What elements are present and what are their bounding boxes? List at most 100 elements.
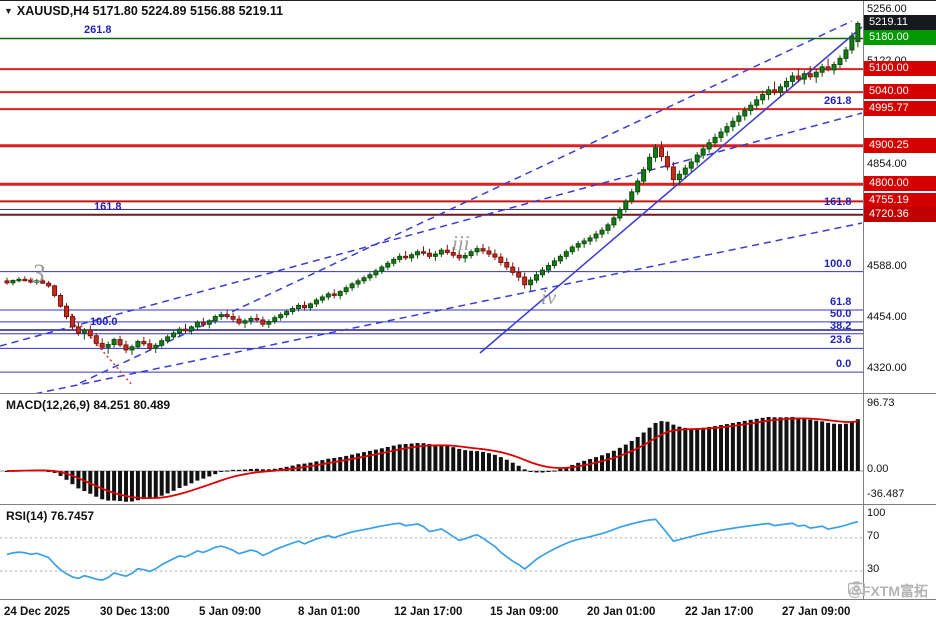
macd-histogram-bar <box>457 448 462 471</box>
macd-histogram-bar <box>671 424 676 471</box>
wave-label: iii <box>452 231 470 255</box>
trend-line[interactable] <box>0 112 863 347</box>
macd-histogram-bar <box>177 471 182 488</box>
broker-watermark: @FXTM富拓 <box>848 581 928 601</box>
fib-level-label[interactable]: 61.8 <box>830 296 852 309</box>
trend-line[interactable] <box>79 20 853 384</box>
fib-level-label[interactable]: 100.0 <box>90 315 118 328</box>
fib-level-label[interactable]: 100.0 <box>824 257 852 270</box>
macd-histogram-bar <box>629 441 634 471</box>
fib-level-label[interactable]: 0.0 <box>836 358 852 371</box>
macd-histogram-bar <box>475 451 480 471</box>
collapse-icon[interactable]: ▼ <box>4 6 13 16</box>
rsi-panel-layer[interactable] <box>0 518 863 581</box>
macd-histogram-bar <box>552 470 557 472</box>
macd-histogram-bar <box>183 471 188 486</box>
macd-signal-line <box>6 417 858 500</box>
time-axis-label: 24 Dec 2025 <box>4 606 70 618</box>
macd-histogram-bar <box>379 448 384 471</box>
macd-histogram-bar <box>260 469 265 471</box>
macd-histogram-bar <box>689 428 694 471</box>
fib-level-label[interactable]: 261.8 <box>84 24 112 37</box>
macd-histogram-bar <box>463 450 468 471</box>
price-scale-tick: 5256.00 <box>867 2 933 17</box>
macd-histogram-bar <box>522 469 527 471</box>
macd-histogram-bar <box>683 427 688 471</box>
macd-histogram-bar <box>594 457 599 471</box>
macd-histogram-bar <box>808 419 813 471</box>
macd-histogram-bar <box>415 443 420 471</box>
macd-histogram-bar <box>201 471 206 479</box>
price-scale-tick: 4320.00 <box>867 361 933 376</box>
macd-scale-value: -36.487 <box>867 488 905 500</box>
candles-layer <box>4 21 861 355</box>
macd-histogram-bar <box>736 421 741 471</box>
macd-histogram-bar <box>510 462 515 471</box>
time-axis-label: 5 Jan 09:00 <box>199 606 262 618</box>
macd-histogram-bar <box>112 471 117 501</box>
macd-histogram-bar <box>338 457 343 471</box>
macd-histogram-bar <box>790 416 795 471</box>
macd-histogram-bar <box>564 467 569 471</box>
macd-histogram-bar <box>367 450 372 471</box>
macd-histogram-bar <box>159 471 164 496</box>
fib-level-label[interactable]: 161.8 <box>824 195 852 208</box>
resistance-4755-tag: 4755.19 <box>864 193 936 209</box>
macd-histogram-bar <box>421 443 426 471</box>
macd-scale-value: 0.00 <box>867 463 889 475</box>
fib-level-label[interactable]: 38.2 <box>830 319 852 332</box>
macd-histogram-bar <box>713 426 718 471</box>
macd-histogram-bar <box>766 416 771 471</box>
macd-histogram-bar <box>445 445 450 471</box>
time-axis-label: 30 Dec 13:00 <box>100 606 170 618</box>
macd-indicator-label: MACD(12,26,9) 84.251 80.489 <box>6 398 171 412</box>
macd-histogram-bar <box>707 426 712 471</box>
macd-histogram-bar <box>88 471 93 494</box>
macd-histogram-bar <box>58 471 63 476</box>
macd-histogram-bar <box>153 471 158 498</box>
macd-histogram-bar <box>52 471 57 473</box>
resistance-5040-tag: 5040.00 <box>864 84 936 100</box>
macd-histogram-bar <box>849 421 854 471</box>
macd-histogram-bar <box>5 471 9 472</box>
macd-histogram-bar <box>213 471 218 475</box>
macd-histogram-bar <box>546 471 551 472</box>
trend-line[interactable] <box>0 222 863 401</box>
macd-histogram-bar <box>94 471 99 497</box>
fib-level-label[interactable]: 161.8 <box>94 200 122 213</box>
fib-level-label[interactable]: 50.0 <box>830 307 852 320</box>
macd-histogram-bar <box>540 471 545 473</box>
macd-histogram-bar <box>486 453 491 471</box>
macd-histogram-bar <box>588 459 593 471</box>
fib-level-label[interactable]: 23.6 <box>830 334 852 347</box>
macd-histogram-bar <box>165 471 170 494</box>
time-axis-label: 27 Jan 09:00 <box>782 606 851 618</box>
price-scale-tick: 4454.00 <box>867 309 933 324</box>
macd-histogram-bar <box>171 471 176 491</box>
macd-histogram-bar <box>760 417 765 471</box>
price-scale-tick: 4854.00 <box>867 156 933 171</box>
macd-histogram-bar <box>207 471 212 477</box>
macd-histogram-bar <box>248 468 253 471</box>
time-axis-label: 8 Jan 01:00 <box>298 606 361 618</box>
macd-histogram-bar <box>742 420 747 471</box>
macd-histogram-bar <box>385 446 390 471</box>
macd-histogram-bar <box>784 417 789 471</box>
macd-panel-layer[interactable] <box>0 416 863 502</box>
price-scale-tick: 4588.00 <box>867 258 933 273</box>
macd-histogram-bar <box>64 471 69 480</box>
main-chart-layer[interactable] <box>0 20 863 401</box>
rsi-scale-value: 70 <box>867 530 880 542</box>
macd-histogram-bar <box>534 471 539 473</box>
wave-label: 3 <box>32 259 45 288</box>
current-price-tag: 5219.11 <box>864 15 936 31</box>
time-axis-label: 12 Jan 17:00 <box>394 606 463 618</box>
macd-histogram-bar <box>46 471 51 472</box>
macd-histogram-bar <box>195 471 200 481</box>
resistance-4900-tag: 4900.25 <box>864 137 936 153</box>
macd-histogram-bar <box>118 471 123 502</box>
macd-histogram-bar <box>754 418 759 471</box>
fib-level-label[interactable]: 261.8 <box>824 95 852 108</box>
macd-histogram-bar <box>528 471 533 472</box>
